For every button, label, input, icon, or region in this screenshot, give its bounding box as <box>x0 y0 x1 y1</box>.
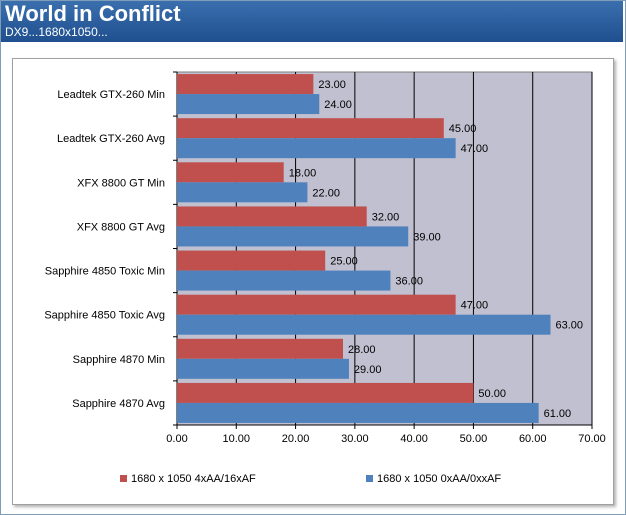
bar <box>177 382 474 403</box>
bar <box>177 250 326 271</box>
category-label: Leadtek GTX-260 Avg <box>57 133 165 145</box>
data-label: 24.00 <box>324 99 352 111</box>
data-label: 39.00 <box>413 231 441 243</box>
data-label: 28.00 <box>348 344 376 356</box>
bar <box>177 402 539 423</box>
legend-label: 1680 x 1050 4xAA/16xAF <box>131 473 256 485</box>
legend-swatch <box>366 475 373 482</box>
x-tick-label: 40.00 <box>400 433 428 445</box>
x-tick-label: 20.00 <box>282 433 310 445</box>
data-label: 25.00 <box>330 256 358 268</box>
category-label: Sapphire 4850 Toxic Avg <box>44 310 165 322</box>
bars <box>177 74 551 423</box>
data-label: 61.00 <box>544 408 572 420</box>
bar <box>177 338 343 359</box>
data-label: 32.00 <box>372 211 400 223</box>
data-label: 23.00 <box>318 79 346 91</box>
header-bar: World in Conflict DX9...1680x1050... <box>1 1 623 42</box>
bar <box>177 118 444 139</box>
x-tick-label: 50.00 <box>460 433 488 445</box>
bar <box>177 74 314 95</box>
category-labels: Leadtek GTX-260 Min Leadtek GTX-260 Avg XF… <box>44 71 177 426</box>
data-label: 36.00 <box>395 276 423 288</box>
data-label: 18.00 <box>289 167 317 179</box>
chart-title: World in Conflict <box>5 1 181 26</box>
bar <box>177 162 284 183</box>
bar <box>177 182 308 203</box>
bar <box>177 206 367 227</box>
data-label: 63.00 <box>556 320 584 332</box>
x-tick-label: 30.00 <box>341 433 369 445</box>
data-labels: 23.00 24.00 45.00 47.00 18.00 22.00 32.00 39.00… <box>289 79 583 420</box>
bar <box>177 358 349 379</box>
data-label: 50.00 <box>478 388 506 400</box>
data-label: 45.00 <box>449 123 477 135</box>
data-label: 22.00 <box>312 187 340 199</box>
x-tick-label: 10.00 <box>223 433 251 445</box>
legend: 1680 x 1050 4xAA/16xAF 1680 x 1050 0xAA/0… <box>120 473 501 485</box>
bar <box>177 226 409 247</box>
category-label: Sapphire 4870 Avg <box>72 398 165 410</box>
bar <box>177 94 320 115</box>
legend-swatch <box>120 475 127 482</box>
chart-subtitle: DX9...1680x1050... <box>5 25 108 39</box>
legend-label: 1680 x 1050 0xAA/0xxAF <box>377 473 501 485</box>
bar <box>177 270 391 291</box>
data-label: 29.00 <box>354 364 382 376</box>
category-label: XFX 8800 GT Avg <box>77 221 165 233</box>
category-label: Leadtek GTX-260 Min <box>57 89 165 101</box>
category-label: Sapphire 4850 Toxic Min <box>45 266 165 278</box>
x-tick-label: 70.00 <box>578 433 606 445</box>
data-label: 47.00 <box>461 300 489 312</box>
x-tick-label: 0.00 <box>166 433 187 445</box>
category-label: Sapphire 4870 Min <box>73 354 165 366</box>
bar <box>177 314 551 335</box>
x-tick-label: 60.00 <box>519 433 547 445</box>
bar <box>177 294 456 315</box>
x-tick-labels: 0.00 10.00 20.00 30.00 40.00 50.00 60.00 70.00 <box>166 425 606 445</box>
bar <box>177 138 456 159</box>
data-label: 47.00 <box>461 143 489 155</box>
category-label: XFX 8800 GT Min <box>77 177 165 189</box>
